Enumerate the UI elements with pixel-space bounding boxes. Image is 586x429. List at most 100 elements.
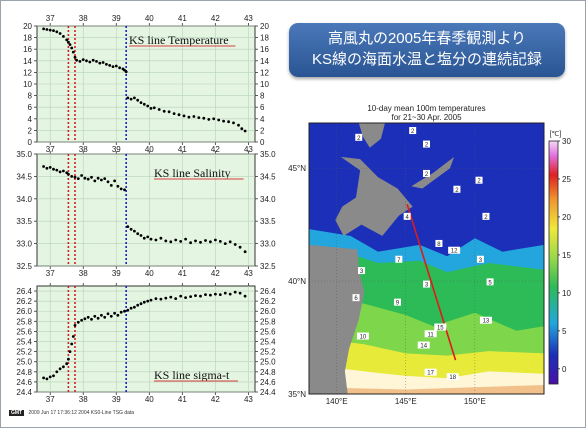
data-point bbox=[194, 294, 197, 297]
colorbar-tick-label: 20 bbox=[562, 213, 571, 222]
data-point bbox=[240, 127, 244, 131]
y-tick-label-right: 24.6 bbox=[260, 378, 276, 387]
x-tick-label: 40 bbox=[145, 145, 154, 154]
data-point bbox=[157, 108, 161, 111]
contour-label: 2 bbox=[484, 215, 488, 221]
data-point bbox=[136, 232, 140, 236]
y-tick-label: 26.4 bbox=[16, 287, 32, 296]
data-point bbox=[218, 293, 222, 296]
contour-label-bg bbox=[423, 280, 430, 288]
scatter-panel-2: 37 38 39 40 41 42 43 32.5 32.5 33.0 33.0 33.5 33.5 34… bbox=[16, 150, 276, 278]
data-point bbox=[194, 239, 197, 243]
contour-label: 2 bbox=[425, 172, 429, 178]
data-point bbox=[45, 377, 49, 381]
y-tick-label: 16 bbox=[23, 45, 32, 54]
contour-label: 9 bbox=[396, 301, 400, 307]
contour-label: 3 bbox=[360, 269, 364, 275]
data-point bbox=[100, 313, 103, 317]
data-point bbox=[88, 60, 92, 64]
data-point bbox=[103, 177, 107, 181]
contour-label: 4 bbox=[405, 215, 409, 221]
data-point bbox=[106, 180, 110, 184]
data-point bbox=[189, 295, 193, 298]
panel-title: KS line Temperature bbox=[129, 33, 229, 47]
contour-label-bg bbox=[352, 294, 360, 302]
contour-label: 17 bbox=[427, 371, 434, 377]
data-point bbox=[93, 314, 97, 318]
data-point bbox=[85, 59, 88, 63]
data-point bbox=[65, 362, 69, 366]
data-point bbox=[217, 118, 221, 122]
data-point bbox=[48, 166, 52, 169]
contour-label: 2 bbox=[477, 179, 481, 185]
data-point bbox=[142, 300, 146, 304]
data-point bbox=[118, 66, 121, 70]
map-lat-label: 45°N bbox=[288, 164, 306, 173]
data-point bbox=[48, 28, 52, 32]
data-point bbox=[96, 316, 100, 320]
x-tick-label: 37 bbox=[46, 395, 55, 404]
data-point bbox=[187, 115, 191, 119]
contour-label: 12 bbox=[451, 249, 458, 255]
contour-label: 13 bbox=[483, 319, 490, 325]
data-point bbox=[162, 109, 166, 113]
data-point bbox=[204, 293, 207, 296]
data-point bbox=[212, 117, 216, 121]
data-point bbox=[42, 27, 45, 31]
data-point bbox=[133, 305, 136, 309]
data-point bbox=[146, 299, 150, 303]
contour-label: 2 bbox=[425, 143, 429, 149]
data-point bbox=[93, 179, 97, 183]
data-point bbox=[184, 296, 188, 299]
x-tick-label: 43 bbox=[244, 145, 253, 154]
data-point bbox=[142, 102, 146, 106]
data-point bbox=[83, 317, 87, 321]
y-tick-label: 20 bbox=[23, 22, 32, 31]
contour-label-bg bbox=[395, 255, 403, 263]
plot-area bbox=[36, 285, 256, 393]
contour-label-bg bbox=[476, 255, 484, 263]
contour-label-bg bbox=[475, 176, 483, 184]
data-point bbox=[80, 174, 83, 177]
data-point bbox=[70, 46, 74, 50]
land-honshu bbox=[309, 244, 365, 394]
data-point bbox=[83, 176, 87, 180]
data-point bbox=[142, 236, 146, 240]
x-tick-label: 43 bbox=[244, 269, 253, 278]
data-point bbox=[149, 107, 153, 110]
data-point bbox=[86, 315, 90, 319]
data-point bbox=[149, 298, 153, 302]
land-sakhalin bbox=[358, 123, 385, 148]
data-point bbox=[58, 367, 62, 371]
colorbar bbox=[548, 140, 559, 385]
data-point bbox=[174, 238, 178, 242]
data-point bbox=[105, 62, 108, 66]
data-point bbox=[75, 58, 78, 62]
y-tick-label-right: 26.4 bbox=[260, 287, 276, 296]
data-point bbox=[149, 237, 153, 241]
y-tick-label-right: 34.5 bbox=[260, 172, 276, 181]
data-point bbox=[103, 315, 107, 319]
x-tick-label: 40 bbox=[145, 269, 154, 278]
map-subtitle: for 21~30 Apr. 2005 bbox=[391, 113, 462, 122]
contour-label-bg bbox=[424, 330, 437, 338]
y-tick-label-right: 12 bbox=[260, 68, 269, 77]
map-lat-label: 35°N bbox=[288, 390, 306, 399]
x-tick-label: 38 bbox=[79, 395, 88, 404]
data-point bbox=[159, 297, 163, 301]
data-point bbox=[209, 293, 212, 297]
x-tick-label: 41 bbox=[178, 269, 187, 278]
banner-line-2: KS線の海面水温と塩分の連続記録 bbox=[311, 51, 542, 68]
data-point bbox=[73, 324, 77, 327]
y-tick-label: 8 bbox=[28, 92, 33, 101]
band-orange bbox=[309, 385, 544, 394]
contour-label: 11 bbox=[428, 332, 435, 338]
contour-label: 2 bbox=[357, 136, 361, 142]
data-point bbox=[164, 296, 168, 300]
colorbar-unit: [℃] bbox=[550, 131, 562, 138]
data-point bbox=[238, 291, 242, 295]
y-tick-label-right: 25.0 bbox=[260, 358, 276, 367]
data-point bbox=[204, 239, 207, 242]
